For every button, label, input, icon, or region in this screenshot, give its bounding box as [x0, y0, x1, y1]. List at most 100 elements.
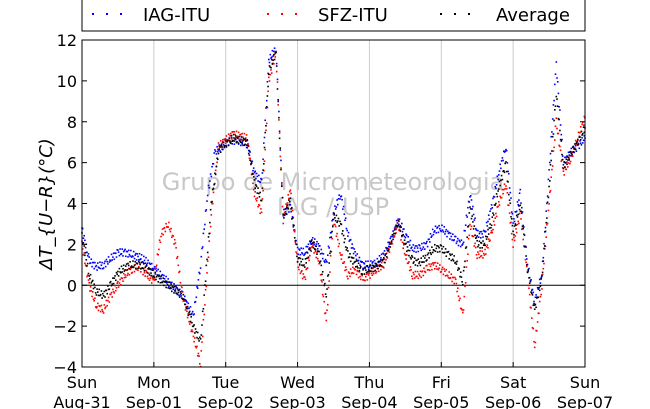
- data-point: [324, 312, 327, 314]
- data-point: [442, 231, 445, 233]
- data-point: [352, 257, 355, 259]
- data-point: [184, 300, 186, 302]
- data-point: [468, 212, 471, 214]
- data-point: [495, 215, 498, 218]
- data-point: [392, 230, 394, 232]
- data-point: [444, 233, 446, 235]
- data-point: [541, 275, 543, 278]
- data-point: [367, 272, 369, 275]
- watermark-line-2: IAG / USP: [277, 193, 389, 221]
- data-point: [518, 192, 521, 194]
- x-tick-label-date: Sep-01: [126, 393, 182, 409]
- data-point: [538, 278, 541, 281]
- data-point: [547, 196, 550, 199]
- data-point: [486, 244, 489, 246]
- data-point: [513, 236, 515, 239]
- data-point: [439, 228, 441, 230]
- data-point: [259, 181, 261, 184]
- data-point: [194, 337, 196, 339]
- data-point: [83, 252, 85, 254]
- data-point: [189, 323, 191, 325]
- data-point: [500, 167, 502, 170]
- data-point: [574, 139, 577, 142]
- data-point: [259, 191, 261, 194]
- data-point: [156, 274, 159, 276]
- data-point: [109, 259, 111, 261]
- data-point: [398, 226, 401, 228]
- data-point: [431, 235, 433, 237]
- data-point: [180, 295, 182, 297]
- data-point: [407, 249, 409, 252]
- data-point: [560, 160, 563, 162]
- data-point: [87, 272, 90, 275]
- data-point: [480, 230, 483, 233]
- data-point: [194, 300, 197, 303]
- data-point: [398, 229, 400, 231]
- data-point: [561, 153, 563, 156]
- data-point: [352, 263, 354, 265]
- data-point: [273, 63, 275, 65]
- data-point: [529, 280, 532, 283]
- data-point: [105, 258, 108, 261]
- data-point: [582, 121, 584, 124]
- data-point: [452, 233, 454, 235]
- data-point: [409, 239, 412, 242]
- data-point: [362, 279, 365, 281]
- data-point: [448, 258, 450, 260]
- data-point: [103, 290, 106, 293]
- data-point: [207, 256, 210, 258]
- data-point: [544, 226, 547, 229]
- data-point: [227, 144, 230, 147]
- data-point: [366, 279, 369, 281]
- data-point: [172, 288, 175, 290]
- data-point: [434, 268, 436, 270]
- data-point: [412, 262, 415, 264]
- data-point: [115, 287, 118, 289]
- data-point: [556, 98, 558, 100]
- data-point: [269, 73, 272, 76]
- data-point: [402, 247, 404, 249]
- data-point: [252, 173, 254, 175]
- data-point: [289, 204, 292, 206]
- data-point: [467, 253, 469, 255]
- data-point: [106, 304, 108, 307]
- data-point: [178, 271, 180, 274]
- data-point: [127, 272, 129, 275]
- data-point: [580, 130, 583, 133]
- data-point: [394, 226, 397, 228]
- data-point: [558, 106, 560, 108]
- data-point: [381, 260, 384, 262]
- data-point: [372, 261, 374, 263]
- data-point: [364, 279, 366, 282]
- data-point: [256, 175, 259, 178]
- data-point: [546, 222, 549, 225]
- data-point: [580, 144, 583, 146]
- data-point: [492, 228, 494, 231]
- data-point: [191, 312, 193, 315]
- data-point: [275, 65, 278, 67]
- data-point: [84, 264, 87, 266]
- data-point: [311, 239, 313, 241]
- data-point: [235, 130, 238, 133]
- data-point: [409, 266, 412, 268]
- data-point: [334, 219, 337, 222]
- x-tick-label-day: Fri: [432, 373, 451, 392]
- data-point: [435, 247, 438, 250]
- data-point: [318, 250, 320, 253]
- data-point: [583, 131, 586, 134]
- data-point: [168, 281, 170, 283]
- data-point: [222, 143, 225, 146]
- data-point: [410, 258, 412, 260]
- data-point: [482, 236, 484, 238]
- data-point: [158, 239, 161, 241]
- data-point: [371, 274, 374, 276]
- data-point: [270, 57, 272, 59]
- data-point: [388, 247, 390, 250]
- data-point: [283, 208, 285, 211]
- data-point: [571, 153, 573, 156]
- data-point: [149, 263, 152, 265]
- data-point: [214, 150, 217, 153]
- data-point: [293, 237, 296, 239]
- data-point: [165, 286, 167, 289]
- data-point: [288, 199, 290, 201]
